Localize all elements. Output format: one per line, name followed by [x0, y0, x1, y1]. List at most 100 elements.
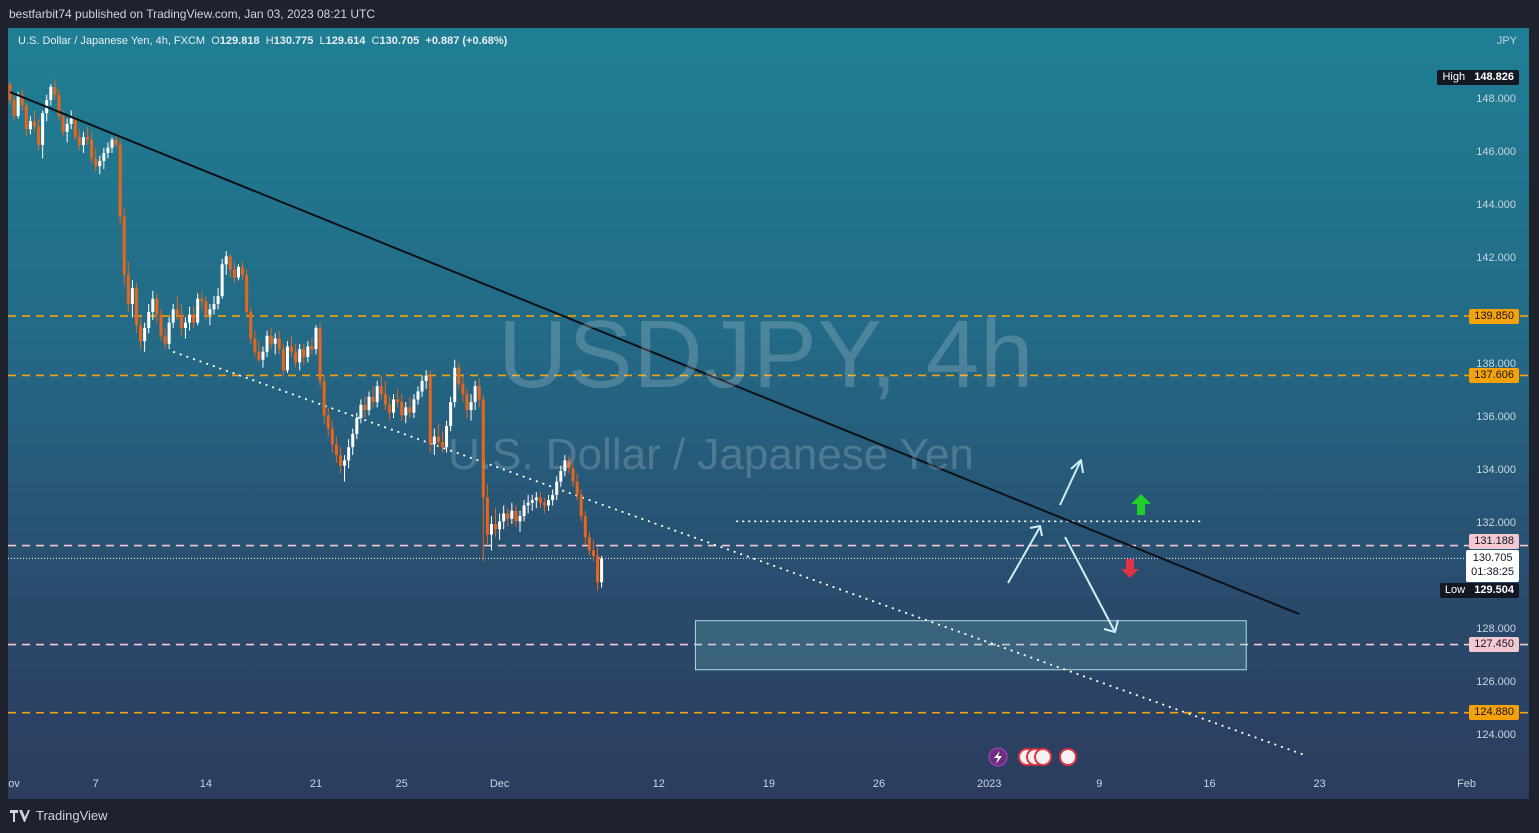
- candle-body: [216, 296, 220, 305]
- candle-body: [269, 335, 273, 344]
- candle-body: [359, 404, 363, 418]
- candle-body: [547, 500, 551, 506]
- projection-arrow-up-2-head: [1070, 459, 1084, 474]
- candle: [20, 89, 24, 111]
- candle: [220, 259, 224, 299]
- time-tick-label: 23: [1313, 778, 1326, 790]
- candle-body: [285, 346, 289, 371]
- candle: [326, 407, 330, 437]
- candle: [69, 110, 73, 130]
- candle: [37, 118, 41, 151]
- candle: [77, 129, 81, 151]
- candle: [41, 110, 45, 159]
- candle: [249, 306, 253, 344]
- projection-arrow-up-1-head: [1029, 525, 1043, 537]
- candle-body: [49, 86, 53, 100]
- candle: [257, 341, 261, 363]
- candle: [314, 325, 318, 355]
- candle-body: [375, 386, 379, 403]
- candle: [94, 147, 98, 172]
- candle-body: [126, 274, 130, 305]
- candle-body: [392, 399, 396, 413]
- close-label: C: [371, 35, 380, 47]
- price-tick-label: 134.000: [1476, 464, 1516, 476]
- level-tag-137606: 137.606: [1469, 368, 1519, 383]
- time-tick-label: Dec: [489, 778, 510, 790]
- candle-body: [489, 524, 493, 535]
- candle: [477, 378, 481, 408]
- candle: [126, 261, 130, 312]
- candle-body: [526, 502, 530, 506]
- candle-body: [277, 338, 281, 350]
- candle-body: [220, 264, 224, 297]
- candle-body: [575, 481, 579, 495]
- time-tick-label: 12: [652, 778, 665, 790]
- candle-body: [600, 558, 604, 583]
- candle-body: [412, 399, 416, 413]
- us-flag-event-icon-3: [1059, 748, 1077, 766]
- candle: [49, 84, 53, 106]
- candle: [461, 375, 465, 403]
- candle-body: [306, 346, 310, 358]
- candle-body: [542, 502, 546, 506]
- candle: [424, 370, 428, 389]
- candle-body: [367, 396, 371, 411]
- candle: [159, 309, 163, 342]
- candle-body: [563, 460, 567, 471]
- candle-body: [338, 455, 342, 466]
- candle-body: [204, 301, 208, 315]
- candle: [98, 155, 102, 175]
- symbol-name[interactable]: U.S. Dollar / Japanese Yen, 4h, FXCM: [18, 35, 206, 47]
- candle-body: [534, 497, 538, 501]
- price-plot[interactable]: [8, 28, 1529, 799]
- candle: [583, 510, 587, 546]
- candle: [167, 317, 171, 350]
- candle: [245, 269, 249, 318]
- chart-area[interactable]: USDJPY, 4h U.S. Dollar / Japanese Yen U.…: [8, 28, 1529, 799]
- candle-body: [596, 555, 600, 583]
- candle: [351, 428, 355, 456]
- candle-body: [183, 322, 187, 328]
- candle-body: [94, 158, 98, 167]
- candle-body: [387, 404, 391, 413]
- candle: [428, 370, 432, 453]
- candle: [363, 396, 367, 418]
- candle: [302, 343, 306, 365]
- candle: [28, 115, 32, 135]
- change-value: +0.887 (+0.68%): [425, 35, 508, 47]
- candle: [334, 436, 338, 464]
- time-tick-label: Feb: [1457, 778, 1477, 790]
- symbol-header[interactable]: U.S. Dollar / Japanese Yen, 4h, FXCM O12…: [18, 35, 507, 47]
- projection-arrow-up-1: [1007, 526, 1041, 584]
- candle: [445, 420, 449, 453]
- candle-body: [53, 86, 57, 95]
- candle: [294, 343, 298, 368]
- candle-body: [249, 312, 253, 339]
- candle: [518, 510, 522, 532]
- candle-body: [355, 418, 359, 434]
- candle: [73, 115, 77, 140]
- buy-signal-icon: [1131, 494, 1151, 515]
- candle: [86, 126, 90, 146]
- candle: [412, 394, 416, 418]
- candle: [61, 110, 65, 138]
- time-tick-label: 19: [762, 778, 775, 790]
- time-tick-label: 7: [92, 778, 99, 790]
- level-tag-131188: 131.188: [1469, 534, 1519, 549]
- candle: [151, 290, 155, 320]
- candle: [212, 296, 216, 315]
- candle-body: [469, 402, 473, 411]
- candle-body: [179, 314, 183, 328]
- price-tick-label: 144.000: [1476, 199, 1516, 211]
- candle: [269, 327, 273, 350]
- candle: [379, 375, 383, 400]
- candle: [130, 280, 134, 318]
- candle: [359, 399, 363, 424]
- tradingview-logo[interactable]: TradingView: [10, 808, 108, 823]
- sell-signal-icon: [1121, 559, 1139, 578]
- candle-body: [37, 126, 41, 146]
- close-value: 130.705: [379, 35, 420, 47]
- projection-arrow-up-2: [1059, 459, 1082, 506]
- candle: [343, 455, 347, 482]
- candle-body: [322, 380, 326, 416]
